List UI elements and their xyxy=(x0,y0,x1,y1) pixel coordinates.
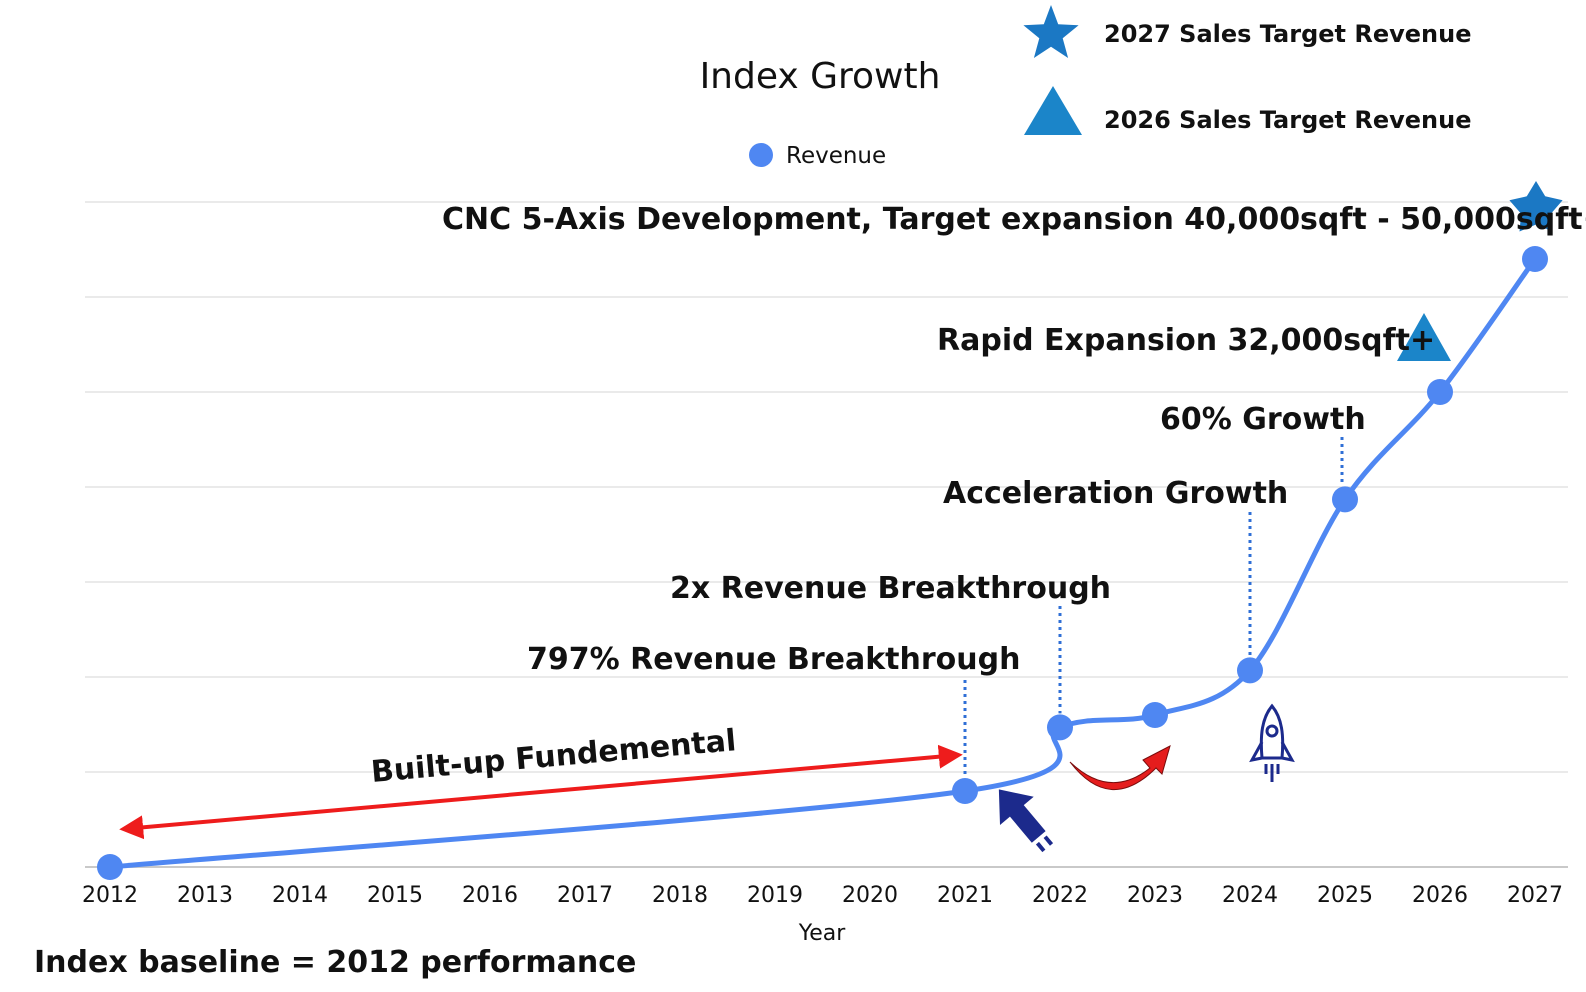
footnote: Index baseline = 2012 performance xyxy=(34,945,636,980)
x-tick-label: 2024 xyxy=(1222,883,1278,908)
legend-revenue-label: Revenue xyxy=(786,143,886,169)
upward-arrow-icon xyxy=(998,789,1054,853)
key-2027-label: 2027 Sales Target Revenue xyxy=(1104,20,1472,48)
annotation-guides xyxy=(963,437,1344,777)
x-tick-label: 2019 xyxy=(747,883,803,908)
x-tick-label: 2021 xyxy=(937,883,993,908)
chart-title: Index Growth xyxy=(700,56,941,97)
annotation-acceleration-growth: Acceleration Growth xyxy=(943,476,1288,511)
revenue-point xyxy=(1522,246,1548,272)
annotation-cnc-5-axis: CNC 5-Axis Development, Target expansion… xyxy=(442,202,1586,237)
x-tick-label: 2025 xyxy=(1317,883,1373,908)
legend: Revenue xyxy=(749,143,886,169)
x-tick-label: 2023 xyxy=(1127,883,1183,908)
revenue-point xyxy=(1332,486,1358,513)
rocket-icon xyxy=(1249,703,1295,782)
x-axis-label: Year xyxy=(798,921,847,946)
revenue-point xyxy=(1142,702,1168,728)
x-tick-label: 2026 xyxy=(1412,883,1468,908)
annotation-rapid-expansion: Rapid Expansion 32,000sqft+ xyxy=(937,323,1435,358)
curved-arrow-icon xyxy=(1069,745,1171,791)
x-tick-label: 2012 xyxy=(82,883,138,908)
legend-revenue-marker xyxy=(749,143,773,167)
x-tick-label: 2013 xyxy=(177,883,233,908)
revenue-point xyxy=(1047,714,1073,741)
x-tick-label: 2016 xyxy=(462,883,518,908)
x-tick-label: 2017 xyxy=(557,883,613,908)
star-icon xyxy=(1509,181,1563,232)
revenue-point xyxy=(1427,379,1453,405)
annotation-60-growth: 60% Growth xyxy=(1160,402,1366,437)
x-tick-label: 2027 xyxy=(1507,883,1563,908)
x-tick-labels: 2012 2013 2014 2015 2016 2017 2018 2019 2020 2021… xyxy=(82,883,1563,908)
triangle-icon xyxy=(1397,313,1451,361)
built-up-double-arrow xyxy=(119,744,963,840)
annotation-797-revenue: 797% Revenue Breakthrough xyxy=(527,642,1020,677)
triangle-icon xyxy=(1024,86,1082,135)
revenue-point xyxy=(1237,657,1263,684)
key-2026-label: 2026 Sales Target Revenue xyxy=(1104,106,1472,134)
x-tick-label: 2022 xyxy=(1032,883,1088,908)
x-tick-label: 2020 xyxy=(842,883,898,908)
revenue-point xyxy=(97,854,123,880)
marker-key: 2027 Sales Target Revenue 2026 Sales Tar… xyxy=(1023,5,1472,135)
annotation-2x-revenue: 2x Revenue Breakthrough xyxy=(670,571,1111,606)
revenue-point xyxy=(952,778,978,804)
star-icon xyxy=(1023,5,1079,58)
x-tick-label: 2014 xyxy=(272,883,328,908)
x-tick-label: 2018 xyxy=(652,883,708,908)
x-tick-label: 2015 xyxy=(367,883,423,908)
